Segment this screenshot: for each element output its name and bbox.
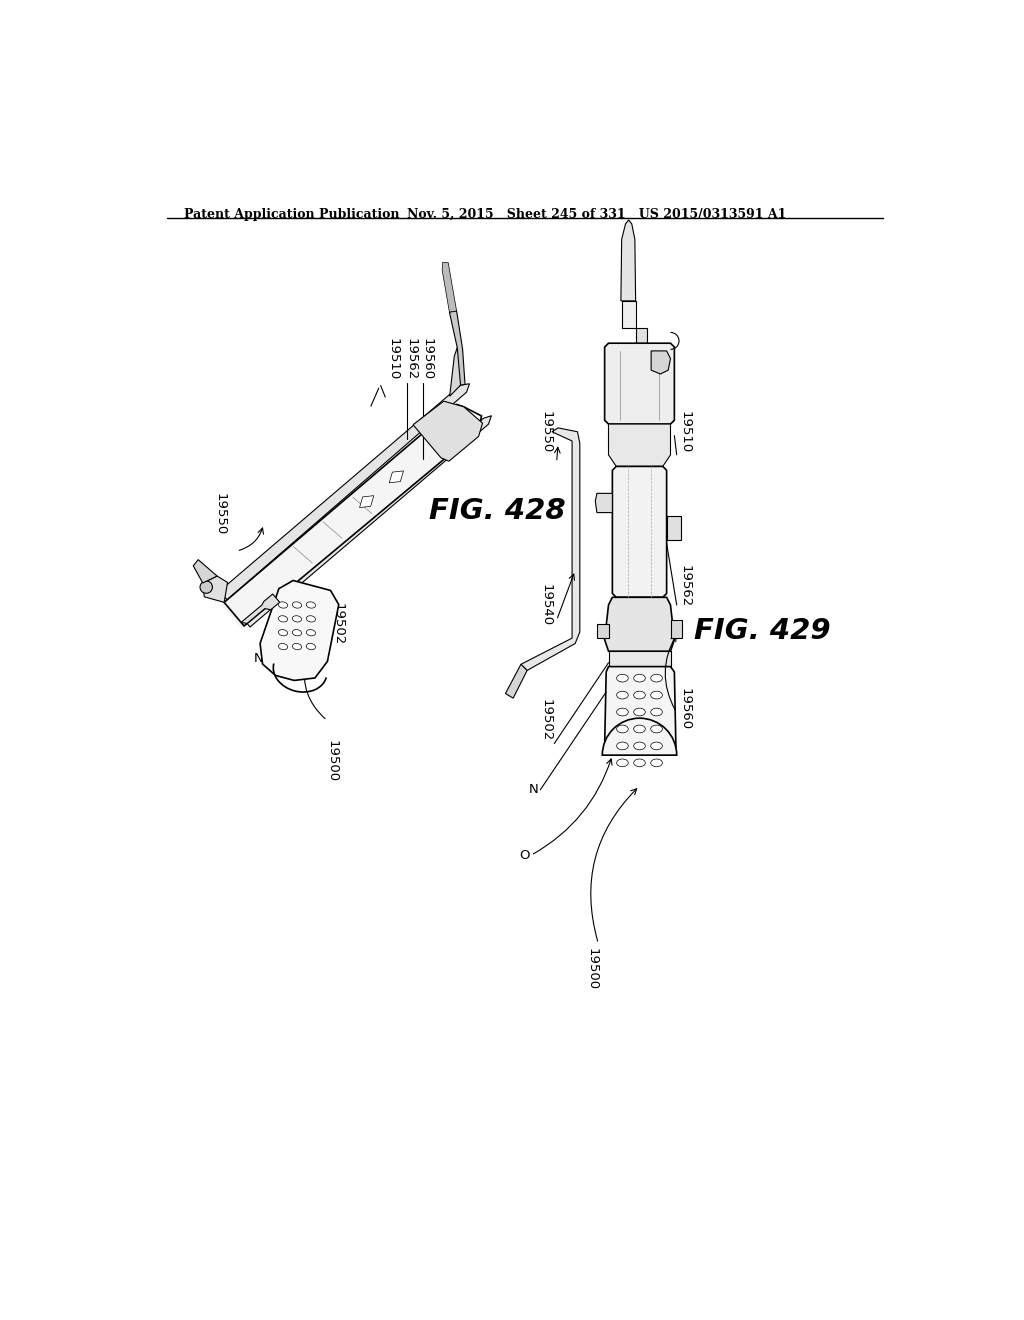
Ellipse shape: [306, 643, 315, 649]
Text: Nov. 5, 2015   Sheet 245 of 331   US 2015/0313591 A1: Nov. 5, 2015 Sheet 245 of 331 US 2015/03…: [407, 207, 786, 220]
Ellipse shape: [292, 615, 301, 622]
Polygon shape: [389, 471, 403, 483]
Ellipse shape: [634, 675, 645, 682]
Polygon shape: [636, 327, 647, 343]
Ellipse shape: [650, 759, 663, 767]
Ellipse shape: [634, 708, 645, 715]
Polygon shape: [621, 220, 636, 301]
Polygon shape: [241, 594, 280, 623]
Polygon shape: [203, 576, 227, 602]
Ellipse shape: [650, 725, 663, 733]
Polygon shape: [194, 560, 217, 583]
Text: 19510: 19510: [678, 411, 691, 453]
Text: N: N: [254, 652, 263, 665]
Polygon shape: [604, 343, 675, 424]
Ellipse shape: [634, 742, 645, 750]
Text: FIG. 428: FIG. 428: [429, 498, 565, 525]
Text: 19560: 19560: [678, 688, 691, 730]
Ellipse shape: [616, 759, 629, 767]
Text: 19560: 19560: [421, 338, 434, 380]
Polygon shape: [608, 424, 671, 466]
Polygon shape: [604, 667, 676, 755]
Ellipse shape: [279, 630, 288, 636]
Circle shape: [200, 581, 212, 593]
Text: 19500: 19500: [326, 739, 339, 781]
Polygon shape: [595, 494, 612, 512]
Text: 19562: 19562: [678, 565, 691, 607]
Polygon shape: [221, 404, 476, 628]
Ellipse shape: [634, 759, 645, 767]
Polygon shape: [450, 347, 463, 396]
Text: 19562: 19562: [404, 338, 418, 380]
Text: 19550: 19550: [540, 411, 553, 453]
Ellipse shape: [306, 630, 315, 636]
Ellipse shape: [279, 615, 288, 622]
Ellipse shape: [306, 602, 315, 609]
Text: Patent Application Publication: Patent Application Publication: [183, 207, 399, 220]
Ellipse shape: [279, 643, 288, 649]
Ellipse shape: [616, 725, 629, 733]
Ellipse shape: [616, 708, 629, 715]
Polygon shape: [597, 624, 608, 638]
Text: 19510: 19510: [386, 338, 399, 380]
Ellipse shape: [616, 692, 629, 700]
Polygon shape: [667, 516, 681, 540]
Ellipse shape: [279, 602, 288, 609]
Polygon shape: [604, 597, 675, 651]
Polygon shape: [224, 404, 481, 626]
Polygon shape: [245, 416, 492, 627]
Ellipse shape: [292, 630, 301, 636]
Polygon shape: [612, 466, 667, 597]
Polygon shape: [450, 312, 465, 385]
Ellipse shape: [634, 692, 645, 700]
Text: 19540: 19540: [314, 603, 327, 644]
Polygon shape: [506, 664, 527, 698]
Wedge shape: [602, 718, 677, 755]
Polygon shape: [413, 401, 482, 461]
Ellipse shape: [292, 602, 301, 609]
Polygon shape: [521, 428, 580, 671]
Text: FIG. 429: FIG. 429: [693, 616, 830, 644]
Ellipse shape: [292, 643, 301, 649]
Text: 19500: 19500: [586, 948, 598, 990]
Ellipse shape: [306, 615, 315, 622]
Ellipse shape: [650, 675, 663, 682]
Polygon shape: [671, 620, 682, 638]
Polygon shape: [260, 581, 339, 680]
Polygon shape: [442, 263, 457, 312]
Polygon shape: [219, 384, 469, 599]
Ellipse shape: [616, 675, 629, 682]
Polygon shape: [608, 651, 671, 667]
Text: N: N: [529, 783, 539, 796]
Polygon shape: [359, 496, 374, 508]
Polygon shape: [622, 301, 636, 327]
Ellipse shape: [650, 742, 663, 750]
Ellipse shape: [616, 742, 629, 750]
Text: 19502: 19502: [540, 700, 553, 742]
Ellipse shape: [650, 708, 663, 715]
Ellipse shape: [650, 692, 663, 700]
Text: 19502: 19502: [332, 603, 345, 645]
Text: 19550: 19550: [213, 494, 226, 536]
Text: O: O: [519, 849, 529, 862]
Polygon shape: [651, 351, 671, 374]
Text: 19540: 19540: [540, 583, 553, 626]
Ellipse shape: [634, 725, 645, 733]
